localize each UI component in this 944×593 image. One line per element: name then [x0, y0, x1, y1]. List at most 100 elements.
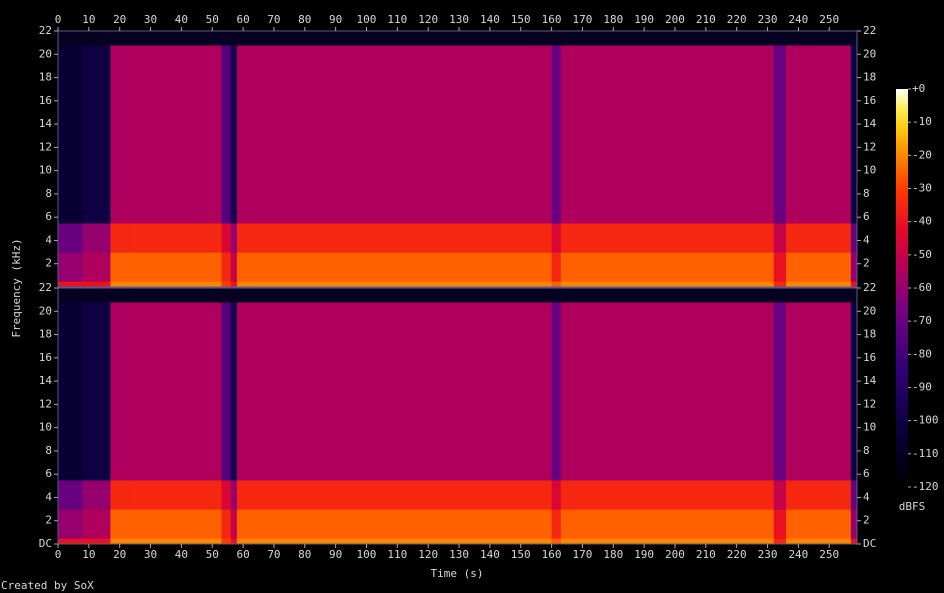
- y-tick-label: 20: [39, 304, 52, 317]
- colorbar-label: dBFS: [899, 500, 926, 513]
- x-tick-label: 0: [55, 548, 62, 561]
- spectrogram-cell: [82, 223, 111, 253]
- x-tick-label: 60: [236, 548, 249, 561]
- spectrogram-cell: [236, 44, 553, 224]
- x-tick-label: 20: [113, 548, 126, 561]
- spectrogram-cell: [850, 252, 858, 282]
- spectrogram-cell: [128, 509, 223, 539]
- spectrogram-cell: [221, 44, 232, 224]
- spectrogram-cell: [850, 301, 858, 481]
- spectrogram-cell: [551, 252, 562, 282]
- spectrogram-cell: [221, 509, 232, 539]
- y-tick-label: 18: [39, 71, 52, 84]
- y-tick-label: 18: [863, 328, 876, 341]
- spectrogram-cell: [230, 223, 238, 253]
- spectrogram-cell: [773, 288, 787, 303]
- spectrogram-cell: [230, 44, 238, 224]
- spectrogram-cell: [850, 288, 858, 303]
- y-tick-label: 6: [45, 467, 52, 480]
- x-tick-label: 40: [175, 13, 188, 26]
- colorbar-tick-label: -90: [912, 381, 932, 394]
- spectrogram-cell: [128, 301, 223, 481]
- spectrogram-cell: [236, 252, 553, 282]
- y-tick-label: 10: [863, 164, 876, 177]
- y-tick-label: DC: [39, 537, 52, 550]
- spectrogram-cell: [82, 480, 111, 510]
- spectrogram-cell: [82, 281, 111, 288]
- y-tick-label: 2: [45, 514, 52, 527]
- spectrogram-cell: [786, 509, 852, 539]
- y-tick-label: 8: [863, 444, 870, 457]
- y-tick-label: 6: [863, 467, 870, 480]
- x-tick-label: 150: [511, 548, 531, 561]
- x-tick-label: 210: [696, 13, 716, 26]
- spectrogram-cell: [221, 480, 232, 510]
- spectrogram-cell: [567, 252, 775, 282]
- spectrogram-cell: [850, 509, 858, 539]
- y-tick-label: 18: [863, 71, 876, 84]
- y-tick-label: 16: [863, 351, 876, 364]
- x-tick-label: 50: [206, 548, 219, 561]
- spectrogram-cell: [221, 538, 232, 545]
- x-tick-label: 160: [542, 13, 562, 26]
- y-tick-label: 20: [39, 47, 52, 60]
- x-tick-label: 120: [418, 13, 438, 26]
- x-tick-label: 170: [573, 13, 593, 26]
- spectrogram-cell: [236, 480, 553, 510]
- spectrogram-cell: [551, 281, 562, 288]
- spectrogram-cell: [551, 509, 562, 539]
- spectrogram-cell: [773, 509, 787, 539]
- x-tick-label: 70: [267, 13, 280, 26]
- spectrogram-cell: [567, 509, 775, 539]
- spectrogram-cell: [786, 288, 852, 303]
- spectrogram-cell: [773, 252, 787, 282]
- y-axis-label: Frequency (kHz): [10, 238, 23, 337]
- x-tick-label: 190: [634, 13, 654, 26]
- spectrogram-cell: [58, 31, 84, 46]
- spectrogram-cell: [236, 223, 553, 253]
- y-tick-label: 8: [45, 444, 52, 457]
- y-tick-label: 22: [863, 24, 876, 37]
- x-tick-label: 90: [329, 548, 342, 561]
- y-tick-label: 14: [39, 374, 53, 387]
- spectrogram-cell: [110, 480, 130, 510]
- y-tick-label: 10: [39, 421, 52, 434]
- x-tick-label: 50: [206, 13, 219, 26]
- x-tick-label: 120: [418, 548, 438, 561]
- spectrogram-cell: [221, 252, 232, 282]
- spectrogram-cell: [567, 44, 775, 224]
- spectrogram-cell: [567, 301, 775, 481]
- spectrogram-cell: [850, 31, 858, 46]
- spectrogram-cell: [236, 31, 553, 46]
- y-tick-label: 2: [45, 257, 52, 270]
- y-tick-label: 2: [863, 257, 870, 270]
- spectrogram-cell: [786, 223, 852, 253]
- spectrogram-cell: [560, 509, 568, 539]
- spectrogram-cell: [128, 31, 223, 46]
- y-tick-label: 4: [863, 233, 870, 246]
- x-tick-label: 130: [449, 13, 469, 26]
- spectrogram-cell: [560, 281, 568, 288]
- x-tick-label: 230: [758, 13, 778, 26]
- colorbar-tick-label: -80: [912, 347, 932, 360]
- spectrogram-cell: [560, 31, 568, 46]
- x-axis-label: Time (s): [431, 567, 484, 580]
- colorbar-tick-label: -70: [912, 314, 932, 327]
- spectrogram-cell: [786, 301, 852, 481]
- x-tick-label: 170: [573, 548, 593, 561]
- spectrogram-cell: [221, 31, 232, 46]
- spectrogram-cell: [560, 288, 568, 303]
- colorbar-tick-label: +0: [912, 82, 925, 95]
- spectrogram-cell: [236, 281, 553, 288]
- spectrogram-cell: [230, 252, 238, 282]
- colorbar-tick-label: -10: [912, 115, 932, 128]
- spectrogram-cell: [82, 31, 111, 46]
- y-tick-label: 16: [39, 94, 52, 107]
- colorbar: [896, 89, 908, 487]
- x-tick-label: 160: [542, 548, 562, 561]
- spectrogram-cell: [128, 44, 223, 224]
- spectrogram-cell: [82, 301, 111, 481]
- spectrogram-cell: [128, 223, 223, 253]
- x-tick-label: 130: [449, 548, 469, 561]
- spectrogram-cell: [850, 281, 858, 288]
